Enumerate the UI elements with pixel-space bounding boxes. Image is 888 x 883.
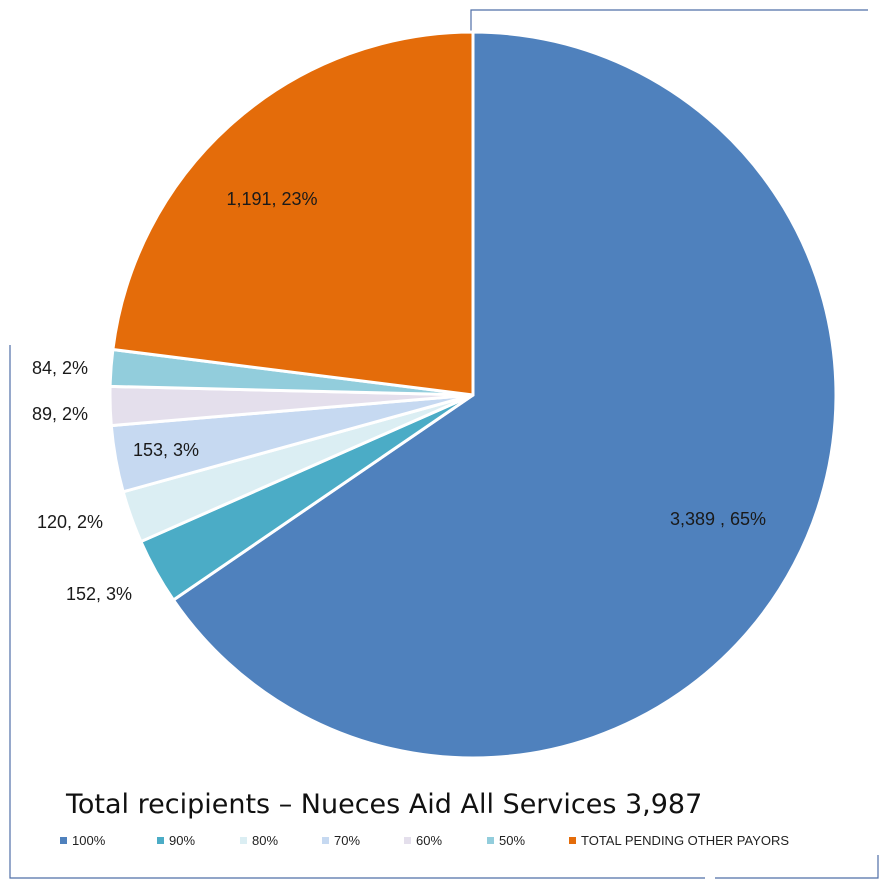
- legend-label-6: TOTAL PENDING OTHER PAYORS: [581, 833, 789, 848]
- data-label-5: 84, 2%: [32, 358, 88, 378]
- legend-label-2: 80%: [252, 833, 278, 848]
- legend-swatch-2: [240, 837, 247, 844]
- legend-swatch-5: [487, 837, 494, 844]
- legend: 100% 90% 80% 70% 60% 50% TOTAL PENDING OTHER P…: [60, 833, 789, 848]
- pie-slice-0: [171, 30, 838, 760]
- legend-label-3: 70%: [334, 833, 360, 848]
- pie-slice-6: [111, 30, 475, 397]
- data-label-3: 153, 3%: [133, 440, 199, 460]
- data-label-1: 152, 3%: [66, 584, 132, 604]
- legend-swatch-3: [322, 837, 329, 844]
- legend-label-4: 60%: [416, 833, 442, 848]
- legend-label-0: 100%: [72, 833, 106, 848]
- frame-line-bottom-right: [715, 855, 879, 879]
- data-label-6: 1,191, 23%: [226, 189, 317, 209]
- legend-swatch-1: [157, 837, 164, 844]
- legend-swatch-4: [404, 837, 411, 844]
- chart-title: Total recipients – Nueces Aid All Servic…: [65, 789, 702, 820]
- data-label-4: 89, 2%: [32, 404, 88, 424]
- data-label-0: 3,389 , 65%: [670, 509, 766, 529]
- frame-line-left: [9, 345, 705, 879]
- legend-label-5: 50%: [499, 833, 525, 848]
- legend-label-1: 90%: [169, 833, 195, 848]
- pie-slices: [108, 30, 838, 760]
- data-labels: 3,389 , 65% 152, 3% 120, 2% 153, 3% 89, 2% 84…: [32, 189, 766, 604]
- data-label-2: 120, 2%: [37, 512, 103, 532]
- legend-swatch-0: [60, 837, 67, 844]
- legend-swatch-6: [569, 837, 576, 844]
